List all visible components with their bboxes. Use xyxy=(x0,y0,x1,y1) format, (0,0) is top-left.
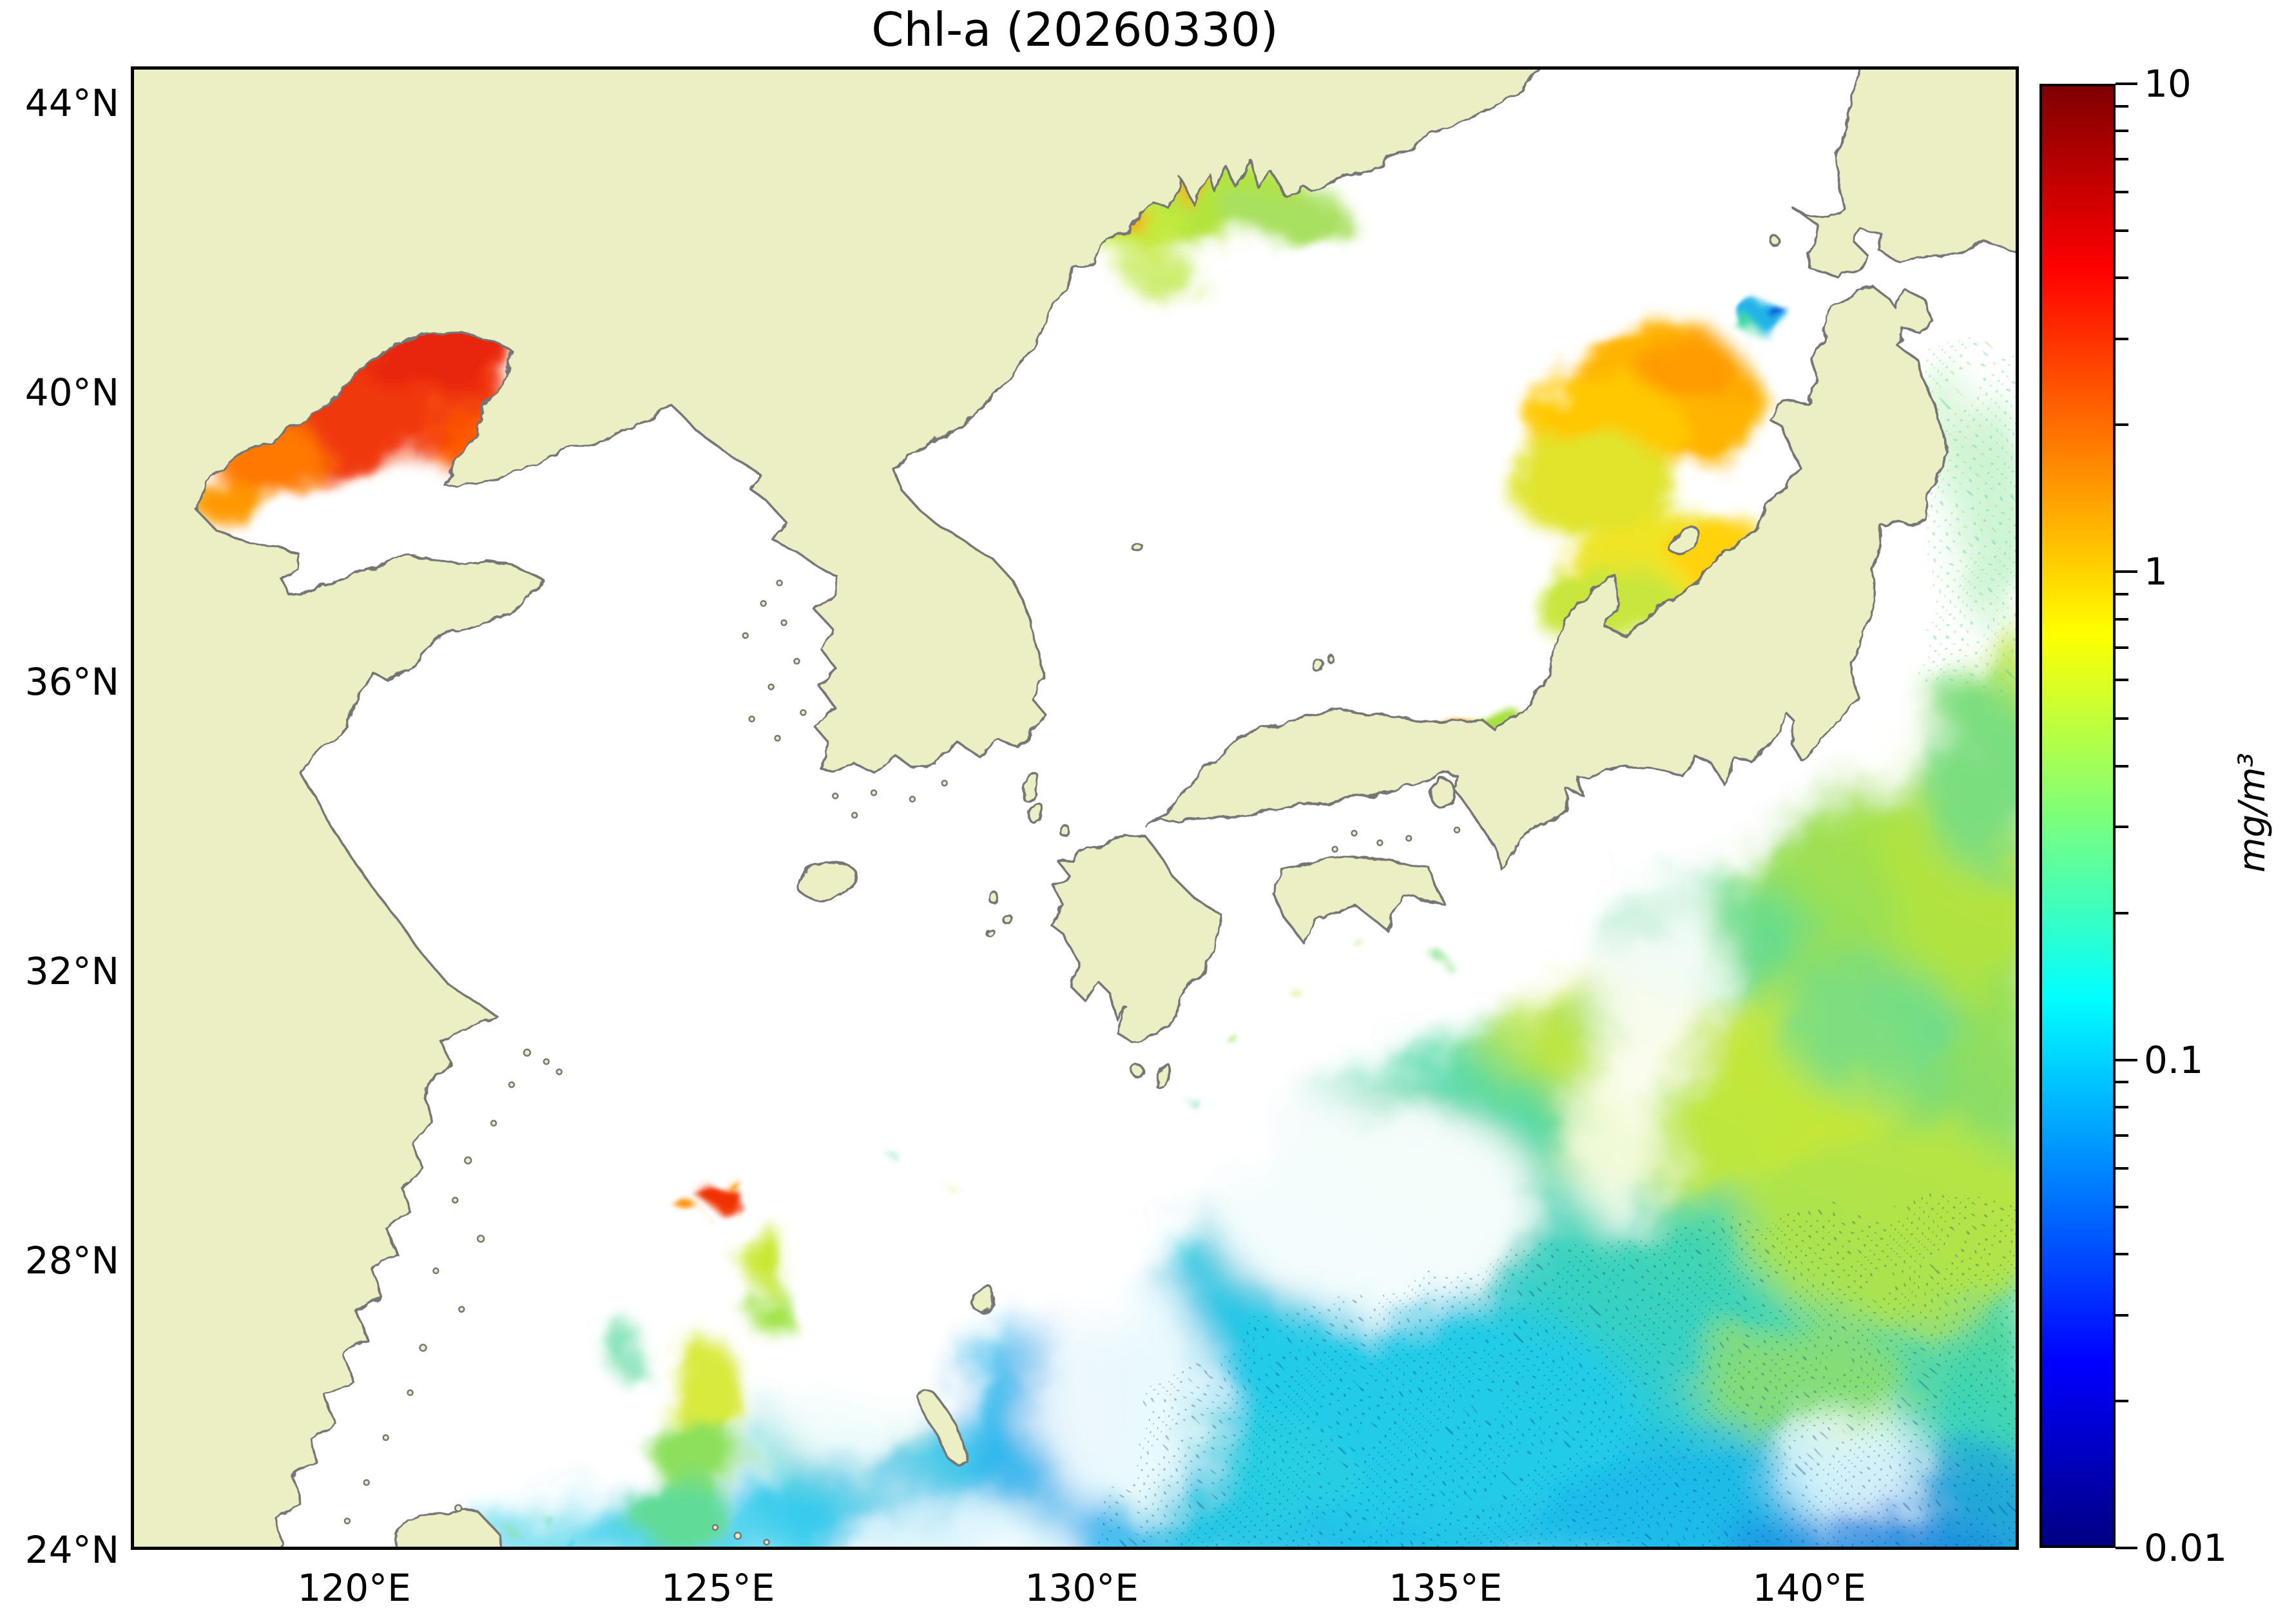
colorbar-tick xyxy=(2116,82,2137,85)
island-awaji xyxy=(1431,777,1454,809)
island-iki xyxy=(1057,824,1070,836)
colorbar-tick xyxy=(2116,911,2128,914)
colorbar-tick xyxy=(2116,229,2128,232)
land-kyushu xyxy=(1048,833,1222,1045)
island-tsushima-s xyxy=(1028,801,1043,824)
colorbar xyxy=(2039,84,2116,1548)
colorbar-tick-label: 1 xyxy=(2144,550,2168,594)
y-axis-tick-label: 44°N xyxy=(24,81,119,126)
speckle-overlay xyxy=(1106,1194,2016,1547)
colorbar-tick xyxy=(2116,1166,2128,1170)
island-jeju xyxy=(795,862,859,900)
y-axis-tick-label: 32°N xyxy=(24,949,119,994)
colorbar-tick-label: 0.1 xyxy=(2144,1038,2204,1082)
colorbar-tick xyxy=(2116,1205,2128,1208)
colorbar-tick xyxy=(2116,1313,2128,1317)
bloom-spot-ecs xyxy=(682,1173,736,1217)
island-tsushima xyxy=(1021,771,1039,802)
y-axis-tick-label: 36°N xyxy=(24,660,119,704)
colorbar-tick xyxy=(2116,276,2128,280)
colorbar-tick-label: 0.01 xyxy=(2144,1526,2228,1570)
colorbar-tick xyxy=(2116,130,2128,133)
colorbar-tick xyxy=(2116,337,2128,340)
land-hokkaido xyxy=(1792,70,2016,277)
colorbar-tick xyxy=(2116,1081,2128,1084)
map-svg xyxy=(134,70,2016,1547)
colorbar-tick xyxy=(2116,1134,2128,1137)
colorbar-tick xyxy=(2116,1400,2128,1403)
colorbar-tick xyxy=(2116,158,2128,161)
colorbar-tick xyxy=(2116,423,2128,427)
patch-mutsu-cyan xyxy=(1742,305,1792,336)
land-mainland-asia xyxy=(134,70,1542,1547)
island-goto-1 xyxy=(988,892,1001,905)
patches-east-china-sea xyxy=(603,1233,789,1546)
colorbar-unit-label: mg/m³ xyxy=(2232,753,2273,873)
colorbar-tick xyxy=(2116,717,2128,720)
island-goto-3 xyxy=(984,927,995,937)
island-oki-2 xyxy=(1327,656,1337,665)
colorbar-tick xyxy=(2116,826,2128,829)
island-sado xyxy=(1667,525,1701,554)
island-ulleungdo xyxy=(1130,540,1142,552)
colorbar-tick xyxy=(2116,764,2128,768)
island-okinawa xyxy=(915,1389,969,1465)
colorbar-tick xyxy=(2116,679,2128,682)
colorbar-tick xyxy=(2116,1106,2128,1109)
colorbar-tick xyxy=(2116,570,2137,574)
x-axis-tick-label: 120°E xyxy=(297,1566,411,1610)
x-axis-tick-label: 130°E xyxy=(1025,1566,1139,1610)
map-plot-area xyxy=(131,66,2019,1550)
island-goto-2 xyxy=(999,911,1011,922)
y-axis-tick-label: 28°N xyxy=(24,1239,119,1283)
island-yakushima xyxy=(1130,1063,1144,1078)
y-axis-tick-label: 24°N xyxy=(24,1528,119,1572)
y-axis-tick-label: 40°N xyxy=(24,371,119,415)
colorbar-tick xyxy=(2116,104,2128,108)
colorbar-tick xyxy=(2116,617,2128,621)
page-title: Chl-a (20260330) xyxy=(871,3,1278,57)
chlorophyll-data-layer xyxy=(188,162,2016,1547)
land-taiwan xyxy=(394,1509,503,1547)
colorbar-tick xyxy=(2116,592,2128,595)
island-okushiri xyxy=(1769,236,1781,247)
land-honshu xyxy=(1145,285,1947,869)
colorbar-tick-label: 10 xyxy=(2144,62,2192,106)
x-axis-tick-label: 140°E xyxy=(1752,1566,1866,1610)
land-shikoku xyxy=(1270,856,1446,944)
colorbar-tick xyxy=(2116,1058,2137,1061)
colorbar-tick xyxy=(2116,1547,2137,1549)
speckle-overlay-ne xyxy=(1925,345,2016,692)
colorbar-tick xyxy=(2116,646,2128,649)
x-axis-tick-label: 125°E xyxy=(660,1566,775,1610)
island-oki xyxy=(1311,659,1326,673)
x-axis-tick-label: 135°E xyxy=(1389,1566,1503,1610)
island-amami xyxy=(972,1285,994,1311)
colorbar-tick xyxy=(2116,1253,2128,1256)
land-layer xyxy=(134,70,2016,1547)
colorbar-tick xyxy=(2116,191,2128,193)
island-tanegashima xyxy=(1153,1062,1170,1087)
scatter-specks xyxy=(516,936,1444,1547)
islets-layer xyxy=(343,579,1461,1546)
